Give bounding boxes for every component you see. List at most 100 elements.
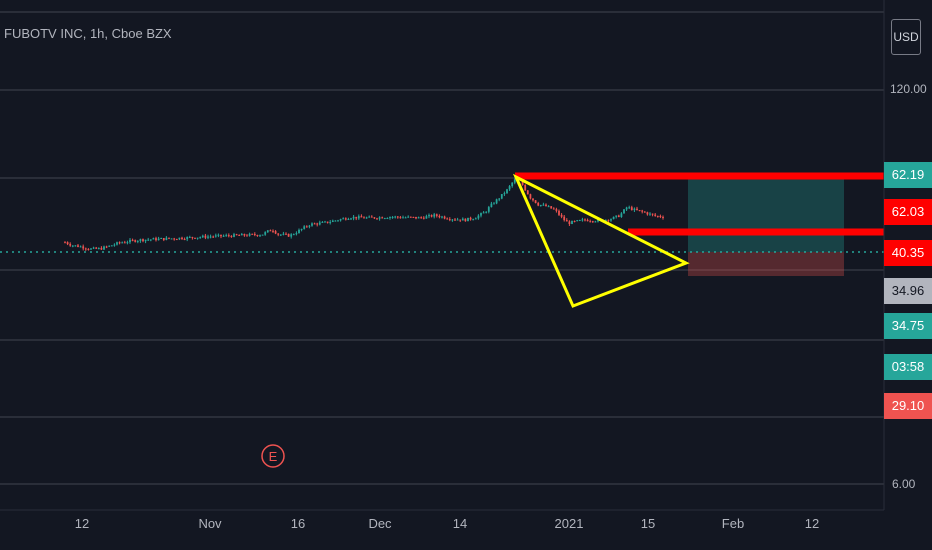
candle-body [116,242,118,245]
candle-body [560,214,563,217]
x-tick-label: Feb [722,516,744,531]
candle-body [474,218,477,220]
candle-body [339,219,342,221]
candle-body [129,239,131,243]
candle-body [500,194,503,199]
price-tag-entry: 34.96 [884,278,932,304]
earnings-marker[interactable]: E [261,444,285,468]
candle-body [630,207,633,211]
candle-body [290,234,293,237]
candle-body [584,219,586,221]
drawings [512,172,884,308]
candle-body [149,239,152,241]
x-tick-label: 16 [291,516,305,531]
currency-button[interactable]: USD [891,19,921,55]
position-profit-zone[interactable] [688,176,844,252]
candle-body [82,246,85,249]
x-tick-label: 2021 [555,516,584,531]
candle-body [266,230,269,233]
position-loss-zone[interactable] [688,252,844,276]
candle-body [194,237,196,239]
candle-body [389,217,391,219]
candle-body [511,182,514,187]
candle-body [391,217,394,219]
candle-body [394,216,397,218]
candle-body [636,208,638,211]
candle-body [526,190,529,195]
candle-body [66,242,69,245]
candle-body [378,217,381,219]
candle-body [342,218,345,220]
candle-body [204,235,207,238]
candle-body [173,238,176,240]
candle-body [220,234,222,237]
candle-body [165,237,168,240]
candle-body [469,217,472,220]
candle-body [92,247,95,249]
candle-body [321,221,324,223]
candle-body [386,218,389,220]
candle-body [407,216,410,218]
candle-body [404,217,407,219]
position-tool [688,176,844,276]
candle-body [373,217,376,219]
candle-body [641,210,644,212]
candle-body [589,221,592,223]
candle-body [292,234,295,236]
candle-body [142,239,144,242]
candle-body [441,216,443,218]
candle-body [155,238,157,241]
candle-body [233,234,235,237]
candle-body [396,216,399,218]
candle-series [64,176,664,251]
candle-body [134,240,137,242]
candle-body [532,198,534,201]
candle-body [459,219,462,221]
candle-body [435,214,438,216]
candle-body [196,237,199,239]
candle-body [659,215,662,217]
candle-body [212,236,215,238]
candle-body [573,220,576,222]
triangle-pattern[interactable] [512,173,690,308]
candle-body [316,223,319,225]
x-tick-label: Dec [368,516,392,531]
candle-body [368,216,371,218]
symbol-title: FUBOTV INC, 1h, Cboe BZX [4,26,172,41]
candle-body [534,200,537,204]
candle-body [438,215,441,218]
candle-body [147,239,150,241]
candle-body [615,215,618,217]
candle-body [448,219,451,221]
candle-body [443,216,446,219]
candle-body [69,244,72,246]
candle-body [295,233,298,235]
candle-body [103,246,105,250]
price-tag-countdown: 03:58 [884,354,932,380]
candle-body [654,214,657,216]
candle-body [365,217,368,219]
candle-body [454,219,456,221]
candle-body [542,204,545,206]
candle-body [100,248,103,250]
candle-body [568,221,571,225]
candle-body [456,219,459,221]
candle-body [376,218,378,220]
candle-body [178,237,181,240]
candle-body [337,220,339,222]
candle-body [495,199,498,204]
candle-body [261,234,264,236]
candle-body [399,217,402,219]
candle-body [175,239,178,241]
x-tick-label: 12 [805,516,819,531]
candle-body [550,206,553,209]
candle-body [415,216,417,219]
candle-body [649,213,651,215]
candle-body [352,216,355,219]
candle-body [87,248,90,250]
candle-body [113,244,116,246]
price-tag-resistance: 62.03 [884,199,932,225]
candle-body [651,213,654,215]
candle-body [604,219,607,222]
